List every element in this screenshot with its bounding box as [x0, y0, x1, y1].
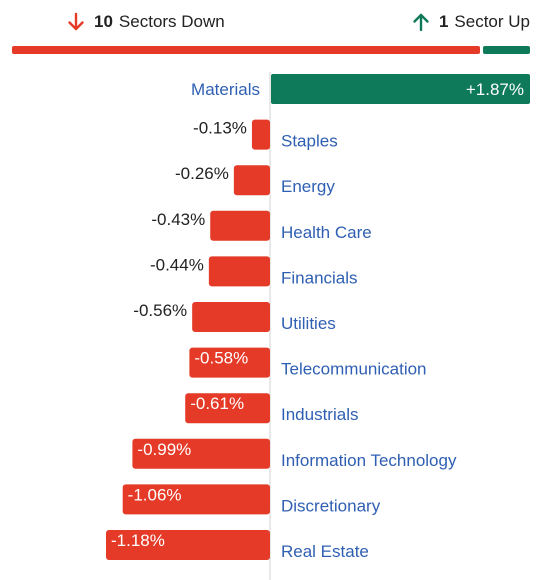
sector-name-label: Materials	[191, 80, 260, 99]
sector-bar	[271, 74, 530, 104]
sectors-up-label: Sector Up	[454, 12, 530, 31]
sector-value-label: -0.44%	[150, 255, 204, 274]
sector-name-label: Staples	[281, 132, 338, 151]
sector-row: -0.44% Financials	[150, 255, 358, 287]
sector-performance-chart: +1.87% Materials -0.13% Staples -0.26% Energy…	[106, 72, 530, 580]
sector-value-label: +1.87%	[466, 80, 524, 99]
sectors-down-count: 10	[94, 12, 113, 31]
sector-row: -0.61% Industrials	[185, 393, 358, 424]
sectors-down-summary: 10 Sectors Down	[66, 12, 225, 32]
sector-name-label: Energy	[281, 177, 335, 196]
sectors-up-summary: 1 Sector Up	[411, 12, 530, 32]
arrow-up-icon	[413, 13, 429, 32]
sector-bar	[106, 530, 270, 560]
sector-value-label: -0.56%	[133, 301, 187, 320]
sector-row: -0.13% Staples	[193, 119, 338, 151]
sector-row: -0.56% Utilities	[133, 301, 336, 333]
sector-name-label: Industrials	[281, 405, 358, 424]
sector-name-label: Financials	[281, 268, 358, 287]
sector-bar	[185, 393, 270, 424]
sector-summary-header: 10 Sectors Down 1 Sector Up	[0, 0, 544, 54]
sector-bar	[189, 347, 270, 378]
sector-value-label: -0.26%	[175, 164, 229, 183]
sector-bar	[192, 302, 270, 332]
sector-row: -0.43% Health Care	[151, 210, 371, 242]
sector-name-label: Telecommunication	[281, 360, 427, 379]
sector-row: -0.99% Information Technology	[132, 438, 457, 470]
sector-value-label: -0.43%	[151, 210, 205, 229]
sector-row: -1.06% Discretionary	[122, 484, 381, 515]
sector-value-label: -1.18%	[111, 531, 165, 550]
sectors-up-count: 1	[438, 12, 449, 31]
sector-value-label: -0.58%	[194, 349, 248, 368]
sector-value-label: -0.99%	[137, 440, 191, 459]
sector-value-label: -0.13%	[193, 119, 247, 138]
sector-bar	[233, 165, 270, 196]
sector-row: -0.26% Energy	[175, 164, 335, 196]
sector-value-label: -1.06%	[128, 485, 182, 504]
ratio-bar-down-segment	[12, 46, 480, 54]
sectors-down-label: Sectors Down	[118, 12, 225, 31]
sector-row: -0.58% Telecommunication	[189, 347, 427, 379]
advance-decline-ratio-bar	[12, 46, 530, 54]
sector-bar	[251, 119, 270, 150]
sector-bar	[208, 256, 270, 287]
ratio-bar-up-segment	[483, 46, 530, 54]
sector-bar	[122, 484, 270, 515]
sector-name-label: Real Estate	[281, 542, 369, 561]
sector-name-label: Health Care	[281, 223, 372, 242]
sector-name-label: Discretionary	[281, 496, 381, 515]
sector-name-label: Utilities	[281, 314, 336, 333]
sector-value-label: -0.61%	[190, 394, 244, 413]
sector-row: -1.18% Real Estate	[106, 530, 369, 561]
arrow-down-icon	[68, 12, 84, 31]
sector-bar	[210, 210, 270, 241]
sector-bar	[132, 438, 270, 469]
sector-row: +1.87% Materials	[191, 74, 530, 104]
sector-name-label: Information Technology	[281, 451, 457, 470]
